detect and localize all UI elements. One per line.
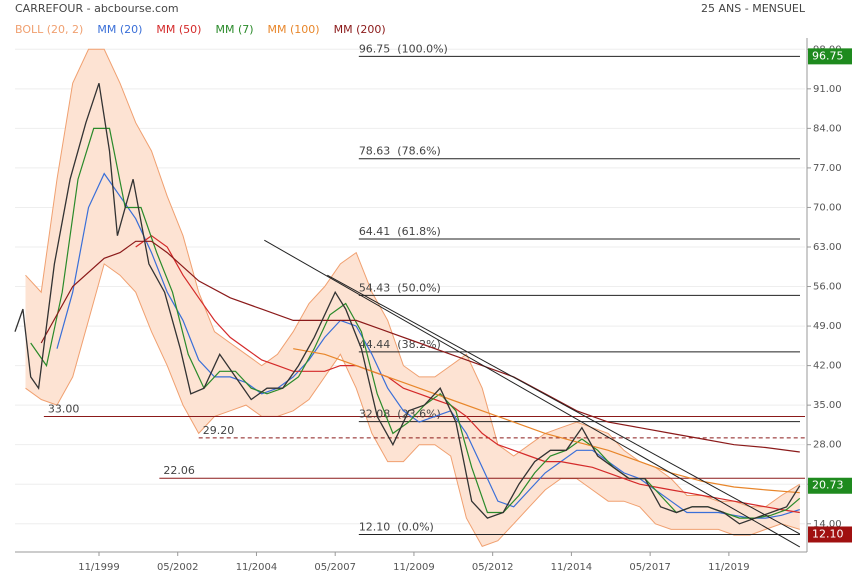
price-tag-label: 20.73: [812, 479, 844, 492]
x-tick-label: 11/2004: [236, 562, 278, 573]
x-tick-label: 05/2007: [314, 562, 356, 573]
legend-entry: MM (200): [334, 23, 386, 36]
price-tag-label: 96.75: [812, 49, 844, 62]
legend-entry: MM (20): [97, 23, 142, 36]
y-tick-label: 63.00: [813, 242, 842, 253]
fibonacci-label: 54.43 (50.0%): [359, 281, 441, 294]
trendline: [327, 274, 801, 535]
price-line: [14, 82, 801, 525]
moving-average: [40, 240, 800, 453]
y-tick-label: 35.00: [813, 400, 842, 411]
trendline: [264, 239, 801, 548]
y-tick-label: 84.00: [813, 123, 842, 134]
moving-average: [56, 172, 800, 519]
legend-entry: MM (100): [268, 23, 320, 36]
fibonacci-label: 96.75 (100.0%): [359, 42, 448, 55]
x-tick-label: 11/2009: [393, 562, 435, 573]
bollinger-band: [25, 49, 800, 547]
y-tick-label: 28.00: [813, 440, 842, 451]
support-level-label: 33.00: [48, 402, 80, 415]
moving-average: [293, 348, 800, 494]
fibonacci-label: 32.08 (23.6%): [359, 408, 441, 421]
x-tick-label: 05/2002: [157, 562, 199, 573]
x-tick-label: 11/2014: [551, 562, 593, 573]
support-level-label: 22.06: [163, 464, 195, 477]
fibonacci-label: 64.41 (61.8%): [359, 225, 441, 238]
y-tick-label: 49.00: [813, 321, 842, 332]
y-tick-label: 42.00: [813, 361, 842, 372]
chart-title: CARREFOUR - abcbourse.com: [15, 2, 179, 15]
price-tag-label: 12.10: [812, 527, 844, 540]
x-tick-label: 11/1999: [78, 562, 120, 573]
y-tick-label: 91.00: [813, 84, 842, 95]
legend-entry: MM (50): [156, 23, 201, 36]
fibonacci-label: 78.63 (78.6%): [359, 145, 441, 158]
bollinger-upper: [25, 48, 801, 508]
x-tick-label: 11/2019: [708, 562, 750, 573]
fibonacci-label: 12.10 (0.0%): [359, 520, 434, 533]
y-tick-label: 14.00: [813, 519, 842, 530]
x-tick-label: 05/2017: [629, 562, 671, 573]
fibonacci-label: 44.44 (38.2%): [359, 338, 441, 351]
price-tag: [808, 526, 852, 543]
moving-average: [30, 127, 801, 519]
price-tag: [808, 477, 852, 494]
support-level-label: 29.20: [203, 424, 235, 437]
chart-subtitle: 25 ANS - MENSUEL: [701, 2, 806, 15]
price-tag: [808, 48, 852, 65]
bollinger-lower: [25, 263, 800, 548]
y-tick-label: 77.00: [813, 163, 842, 174]
x-tick-label: 05/2012: [472, 562, 514, 573]
y-tick-label: 56.00: [813, 282, 842, 293]
y-tick-label: 70.00: [813, 202, 842, 213]
legend-entry: MM (7): [215, 23, 253, 36]
legend-entry: BOLL (20, 2): [15, 23, 83, 36]
moving-average: [135, 234, 800, 514]
